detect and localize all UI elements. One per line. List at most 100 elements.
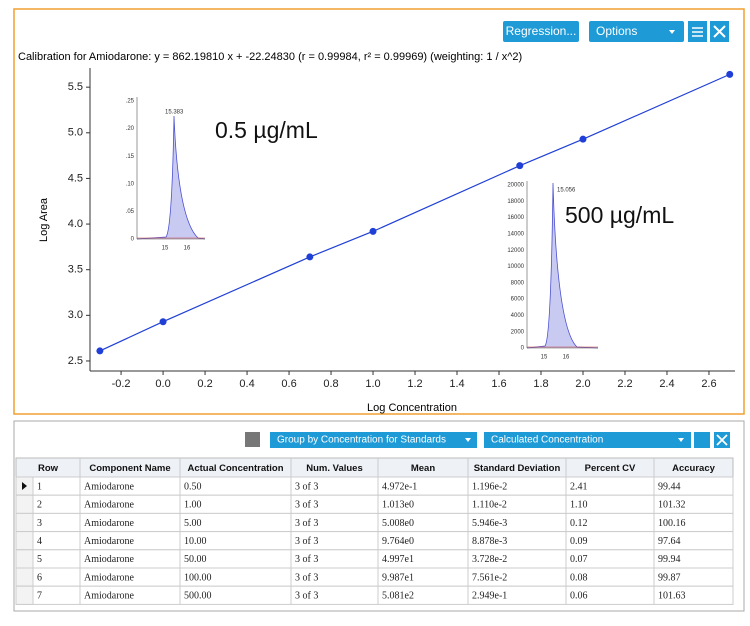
table-cell: 97.64 — [658, 536, 681, 547]
inset-label: 500 µg/mL — [565, 202, 674, 228]
peak — [526, 182, 599, 349]
row-selector — [15, 494, 34, 514]
y-tick-label: 3.5 — [68, 264, 83, 276]
table-cell: 10.00 — [184, 536, 207, 547]
chart-panel — [13, 8, 745, 415]
close-icon — [716, 434, 728, 446]
regression-button[interactable] — [503, 21, 579, 42]
column-header: Percent CV — [585, 463, 636, 474]
table-cell: 100.16 — [658, 518, 686, 529]
inset-y-tick-label: .05 — [126, 209, 135, 215]
inset-x-tick-label: 16 — [184, 246, 191, 252]
table-cell: 1 — [37, 481, 42, 492]
inset-y-tick-label: 10000 — [507, 264, 524, 270]
inset-y-tick-label: 20000 — [507, 183, 524, 189]
column-header: Actual Concentration — [187, 463, 283, 474]
table-cell: 3.728e-2 — [472, 554, 507, 565]
data-point — [306, 253, 314, 261]
table-cell: Amiodarone — [84, 554, 135, 565]
y-tick-label: 4.0 — [68, 218, 83, 230]
inset-y-tick-label: 0 — [131, 237, 135, 243]
data-point — [579, 135, 587, 143]
table-cell: 3 of 3 — [295, 536, 318, 547]
peak — [136, 115, 206, 240]
table-cell: 4 — [37, 536, 42, 547]
table-cell: 9.987e1 — [382, 572, 414, 583]
table-cell: 3 of 3 — [295, 500, 318, 511]
y-axis-label: Log Area — [38, 197, 50, 242]
options-label[interactable]: Options — [596, 24, 637, 38]
table-cell: 0.09 — [570, 536, 588, 547]
inset-y-tick-label: 4000 — [511, 313, 525, 319]
table-cell: Amiodarone — [84, 518, 135, 529]
row-indicator — [22, 482, 27, 490]
column-label[interactable]: Calculated Concentration — [491, 435, 603, 446]
column-header: Standard Deviation — [474, 463, 561, 474]
panel-icon[interactable] — [245, 432, 260, 447]
x-tick-label: 0.2 — [197, 378, 212, 390]
settings-button[interactable] — [694, 432, 710, 448]
inset-y-tick-label: .15 — [126, 154, 135, 160]
data-point — [726, 70, 734, 78]
inset-x-tick-label: 15 — [162, 246, 169, 252]
close-icon — [713, 25, 726, 38]
x-tick-label: 1.8 — [533, 378, 548, 390]
table-cell: 1.110e-2 — [472, 500, 507, 511]
table-cell: 50.00 — [184, 554, 207, 565]
table-cell: 2 — [37, 500, 42, 511]
regression-label[interactable]: Regression... — [506, 24, 577, 38]
table-cell: Amiodarone — [84, 572, 135, 583]
table-cell: 0.50 — [184, 481, 202, 492]
x-tick-label: -0.2 — [112, 378, 131, 390]
table-cell: Amiodarone — [84, 536, 135, 547]
options-dropdown[interactable] — [589, 21, 684, 42]
x-axis-label: Log Concentration — [367, 402, 457, 414]
x-tick-label: 2.4 — [659, 378, 674, 390]
table-cell: 500.00 — [184, 591, 212, 602]
data-point — [159, 318, 167, 326]
table-cell: 99.87 — [658, 572, 681, 583]
y-tick-label: 3.0 — [68, 309, 83, 321]
table-cell: 7 — [37, 591, 42, 602]
data-point — [96, 347, 104, 355]
table-cell: 3 — [37, 518, 42, 529]
group-dropdown[interactable] — [270, 432, 477, 448]
row-selector — [15, 531, 34, 551]
table-cell: 0.12 — [570, 518, 588, 529]
table-cell: 3 of 3 — [295, 591, 318, 602]
table-cell: 7.561e-2 — [472, 572, 507, 583]
row-selector — [15, 549, 34, 569]
inset-x-tick-label: 16 — [563, 355, 570, 361]
y-tick-label: 5.0 — [68, 127, 83, 139]
table-cell: 9.764e0 — [382, 536, 414, 547]
column-dropdown[interactable] — [484, 432, 691, 448]
table-cell: 4.972e-1 — [382, 481, 417, 492]
table-cell: 1.013e0 — [382, 500, 414, 511]
table-cell: 101.63 — [658, 591, 686, 602]
table-cell: 5.946e-3 — [472, 518, 507, 529]
y-tick-label: 2.5 — [68, 355, 83, 367]
table-cell: Amiodarone — [84, 591, 135, 602]
table-cell: 3 of 3 — [295, 554, 318, 565]
inset-y-tick-label: 6000 — [511, 297, 525, 303]
table-cell: 0.06 — [570, 591, 588, 602]
table-cell: 5 — [37, 554, 42, 565]
table-cell: 2.949e-1 — [472, 591, 507, 602]
y-tick-label: 4.5 — [68, 172, 83, 184]
y-tick-label: 5.5 — [68, 81, 83, 93]
column-header: Accuracy — [672, 463, 715, 474]
table-cell: 1.00 — [184, 500, 202, 511]
table-cell: 8.878e-3 — [472, 536, 507, 547]
row-selector — [15, 512, 34, 533]
inset-y-tick-label: .20 — [126, 126, 135, 132]
table-cell: 100.00 — [184, 572, 212, 583]
group-label[interactable]: Group by Concentration for Standards — [277, 435, 446, 446]
table-cell: 5.081e2 — [382, 591, 414, 602]
inset-y-tick-label: 16000 — [507, 215, 524, 221]
x-tick-label: 2.2 — [617, 378, 632, 390]
inset-y-tick-label: 18000 — [507, 199, 524, 205]
table-cell: 3 of 3 — [295, 481, 318, 492]
table-cell: 101.32 — [658, 500, 686, 511]
x-tick-label: 0.6 — [281, 378, 296, 390]
